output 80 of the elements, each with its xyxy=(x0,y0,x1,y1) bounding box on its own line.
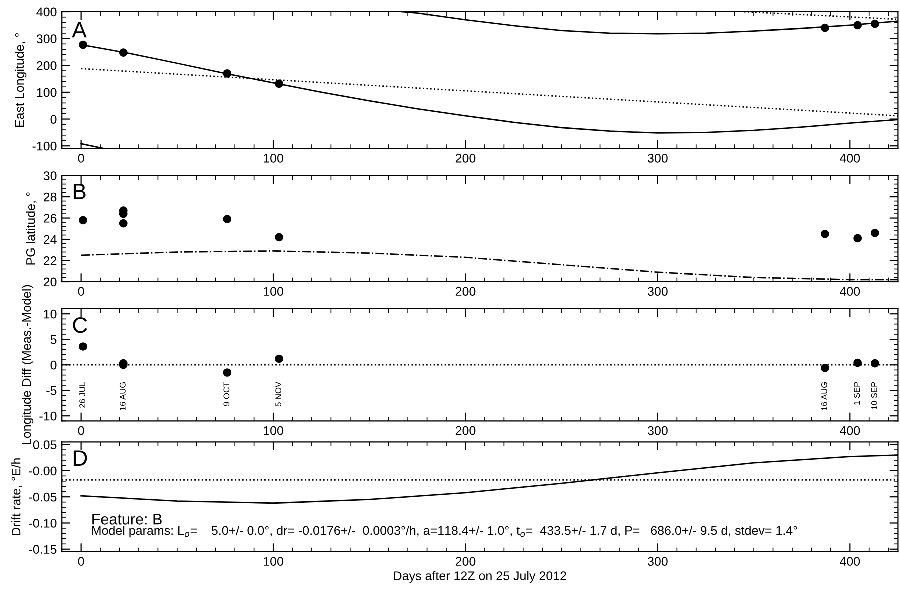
x-axis-title: Days after 12Z on 25 July 2012 xyxy=(394,571,566,583)
y-tick-label: 10 xyxy=(44,310,57,319)
y-tick-label: 0 xyxy=(50,115,57,124)
point xyxy=(275,80,284,88)
y-tick-label: -0.15 xyxy=(29,545,57,554)
x-tick-label: 200 xyxy=(456,287,476,296)
y-axis-title: Drift rate, °E/h xyxy=(12,458,22,536)
point xyxy=(275,233,284,242)
point xyxy=(870,20,880,28)
annotation: A xyxy=(72,22,87,38)
y-tick-label: -0.05 xyxy=(29,492,57,502)
annotation: Model params: L$_{o}$= 5.0+/- 0.0°, dr= -0.0176+/- 0.0003°/h, a=118.4+/- 1.0°, t$_{o}$= 433.5+/- 1.7 d, P= 686.0+/- 9.5 d, stdev= 1.4° xyxy=(92,526,798,538)
annotation: 16 AUG xyxy=(821,382,828,410)
y-tick-label: -10 xyxy=(40,412,57,421)
x-tick-label: 400 xyxy=(840,287,860,296)
y-tick-label: 20 xyxy=(44,278,57,287)
x-tick-label: 200 xyxy=(456,557,476,566)
x-tick-label: 200 xyxy=(456,426,476,436)
x-tick-label: 400 xyxy=(840,154,860,163)
x-tick-label: 0 xyxy=(78,154,84,163)
x-tick-label: 100 xyxy=(264,154,284,163)
annotation: Feature: B xyxy=(92,514,162,525)
x-tick-label: 100 xyxy=(264,426,284,436)
point xyxy=(854,358,862,368)
point xyxy=(854,21,862,30)
y-axis-title: PG latitude, ° xyxy=(26,192,37,265)
x-tick-label: 0 xyxy=(78,287,84,296)
y-axis-title: East Longitude, ° xyxy=(15,33,27,128)
y-tick-label: -100 xyxy=(32,142,57,151)
point xyxy=(223,215,232,224)
point xyxy=(870,359,880,368)
point xyxy=(79,216,88,225)
x-tick-label: 400 xyxy=(840,426,860,436)
x-tick-label: 300 xyxy=(648,426,668,436)
point xyxy=(820,230,830,238)
annotation: 10 SEP xyxy=(871,382,878,410)
point xyxy=(119,48,128,57)
y-tick-label: 24 xyxy=(44,235,57,244)
annotation: 26 JUL xyxy=(80,382,86,408)
point xyxy=(119,219,128,228)
x-tick-label: 400 xyxy=(840,557,860,566)
point xyxy=(223,70,232,78)
point xyxy=(854,234,862,243)
y-tick-label: 26 xyxy=(44,214,57,223)
y-tick-label: -0.10 xyxy=(29,519,57,528)
annotation: 5 NOV xyxy=(276,382,282,407)
annotation: 1 SEP xyxy=(854,382,860,405)
x-tick-label: 0 xyxy=(78,426,84,436)
x-tick-label: 100 xyxy=(264,287,284,296)
annotation: C xyxy=(73,317,88,334)
y-tick-label: 300 xyxy=(36,34,57,44)
y-tick-label: 0.05 xyxy=(33,440,57,450)
y-tick-label: -0.00 xyxy=(29,466,57,476)
x-tick-label: 200 xyxy=(456,154,476,163)
point xyxy=(275,354,284,364)
annotation: D xyxy=(74,450,88,466)
point xyxy=(820,364,830,372)
y-tick-label: -5 xyxy=(46,386,57,396)
point xyxy=(870,228,880,238)
y-tick-label: 22 xyxy=(44,256,57,266)
point xyxy=(79,40,88,50)
point xyxy=(820,24,830,32)
y-tick-label: 400 xyxy=(36,8,57,17)
point xyxy=(79,342,88,351)
y-tick-label: 30 xyxy=(44,172,57,180)
x-tick-label: 300 xyxy=(648,154,668,163)
x-tick-label: 100 xyxy=(264,557,284,566)
y-tick-label: 5 xyxy=(50,336,57,344)
y-tick-label: 0 xyxy=(50,360,57,370)
x-tick-label: 300 xyxy=(648,287,668,296)
x-tick-label: 300 xyxy=(648,557,668,566)
y-axis-title: Longitude Diff (Meas.-Model) xyxy=(22,285,34,445)
y-tick-label: 100 xyxy=(37,88,57,98)
annotation: 9 OCT xyxy=(224,382,230,406)
x-tick-label: 0 xyxy=(78,557,84,566)
annotation: 16 AUG xyxy=(120,382,126,410)
point xyxy=(223,368,232,377)
y-tick-label: 28 xyxy=(44,192,57,202)
y-tick-label: 200 xyxy=(37,61,57,70)
annotation: B xyxy=(74,184,86,200)
